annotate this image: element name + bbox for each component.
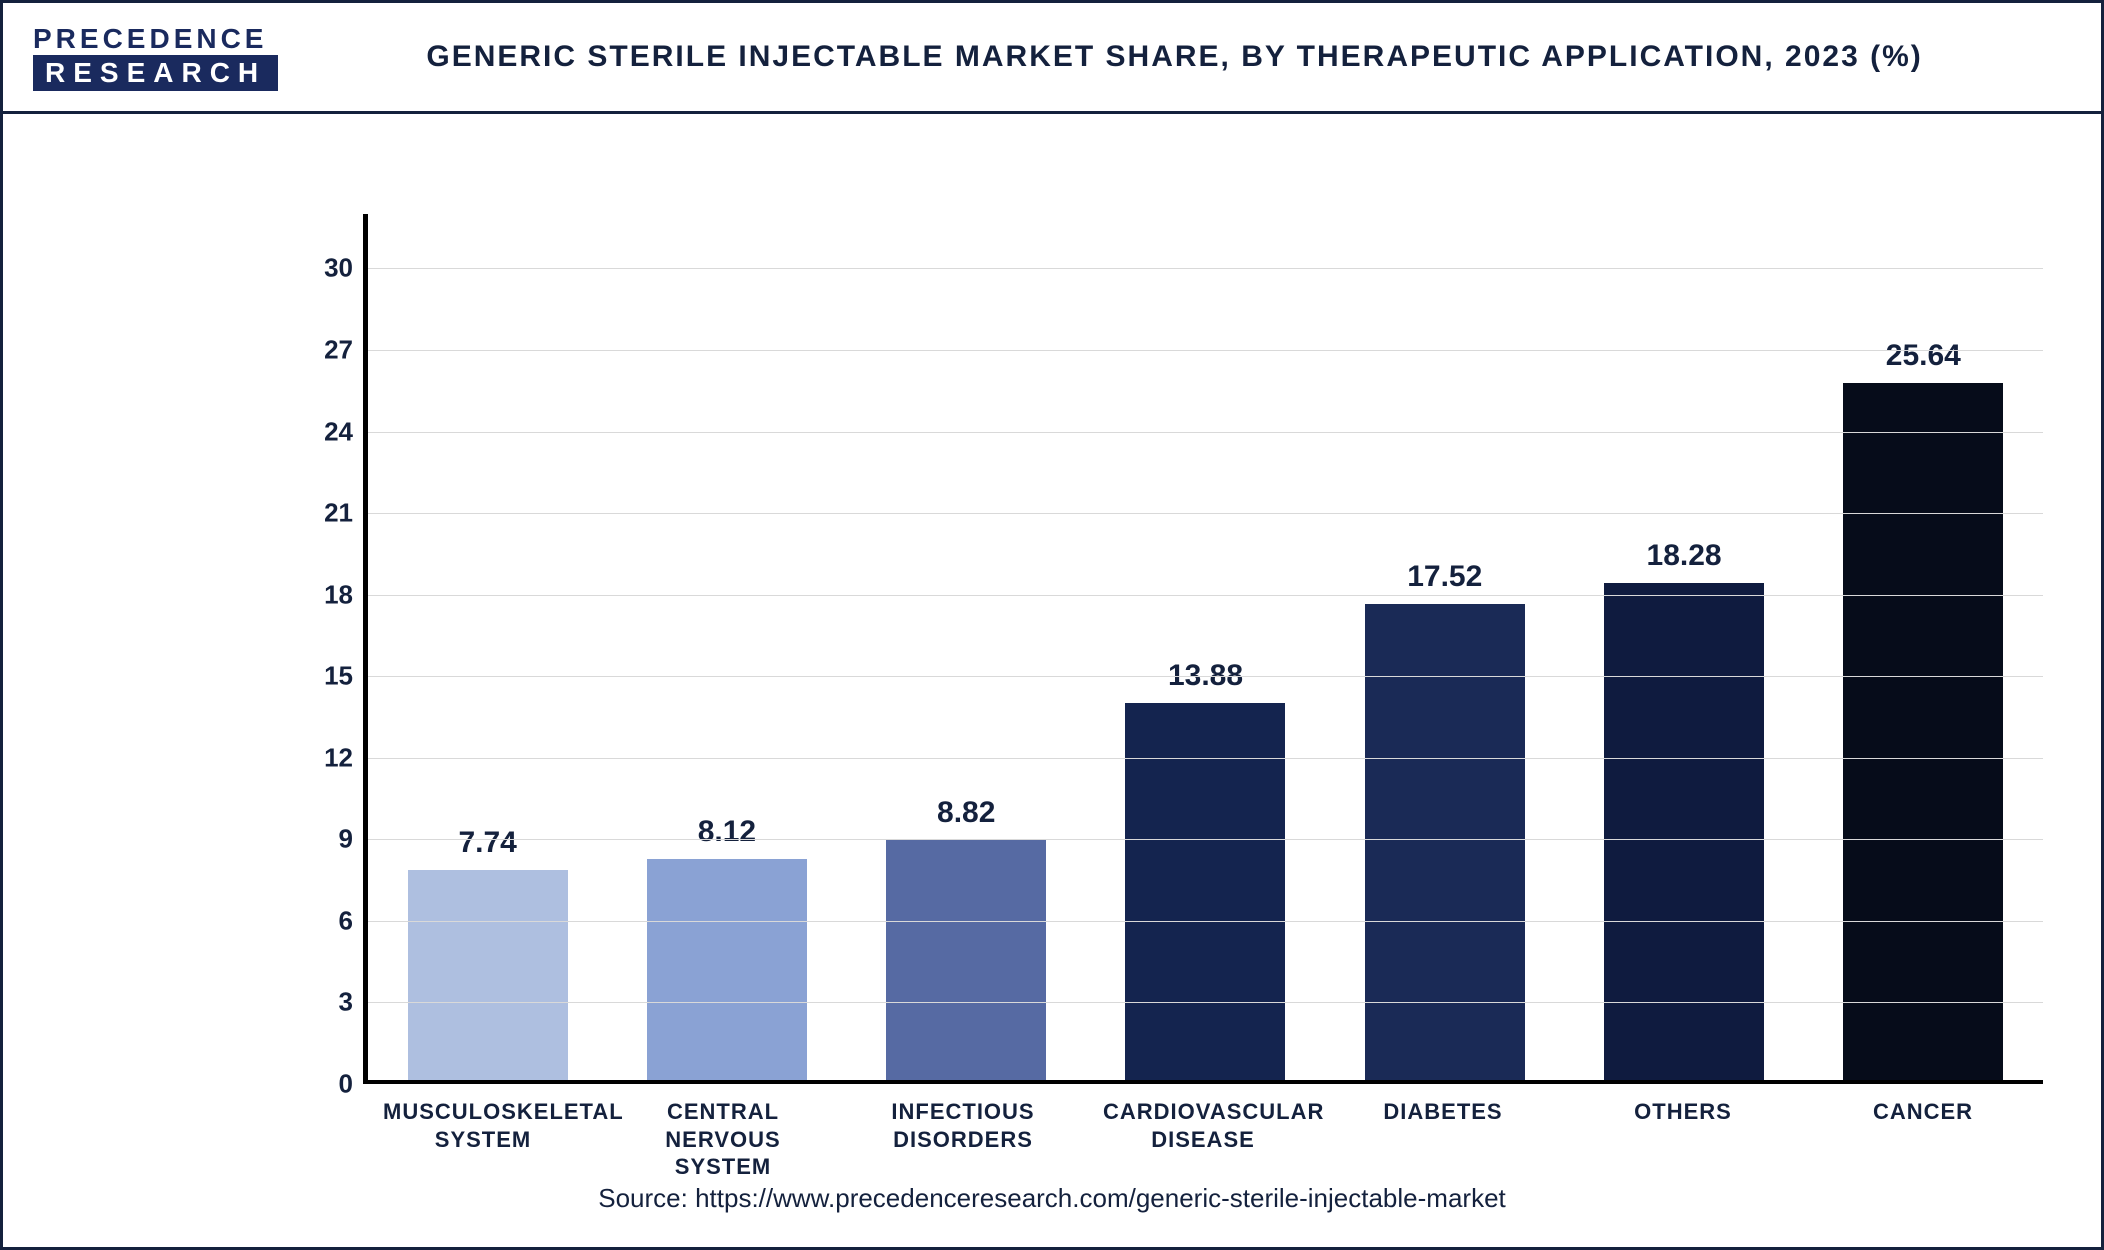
bar — [1843, 383, 2003, 1080]
y-tick-label: 12 — [303, 742, 353, 773]
chart-title: GENERIC STERILE INJECTABLE MARKET SHARE,… — [278, 40, 2071, 74]
bar-slot: 7.74 — [408, 214, 568, 1080]
logo-top-text: PRECEDENCE — [33, 23, 278, 55]
bar-slot: 8.82 — [886, 214, 1046, 1080]
category-label: DIABETES — [1343, 1098, 1543, 1181]
bar-slot: 17.52 — [1365, 214, 1525, 1080]
category-label: MUSCULOSKELETAL SYSTEM — [383, 1098, 583, 1181]
bar-slot: 25.64 — [1843, 214, 2003, 1080]
gridline — [368, 921, 2043, 922]
y-tick-label: 21 — [303, 498, 353, 529]
bar — [886, 840, 1046, 1080]
bar-slot: 13.88 — [1125, 214, 1285, 1080]
bar-value-label: 8.12 — [698, 815, 756, 849]
gridline — [368, 676, 2043, 677]
bar — [1604, 583, 1764, 1080]
bar-value-label: 17.52 — [1407, 560, 1482, 594]
source-text: Source: https://www.precedenceresearch.c… — [3, 1183, 2101, 1214]
gridline — [368, 268, 2043, 269]
category-label: CARDIOVASCULAR DISEASE — [1103, 1098, 1303, 1181]
bar-value-label: 18.28 — [1647, 539, 1722, 573]
category-label: CANCER — [1823, 1098, 2023, 1181]
gridline — [368, 1002, 2043, 1003]
logo-bottom-text: RESEARCH — [33, 55, 278, 91]
gridline — [368, 350, 2043, 351]
y-tick-label: 0 — [303, 1069, 353, 1100]
gridline — [368, 758, 2043, 759]
gridline — [368, 513, 2043, 514]
category-label: CENTRAL NERVOUS SYSTEM — [623, 1098, 823, 1181]
bars-row: 7.74 8.12 8.82 13.88 17.52 18.28 25.64 — [368, 214, 2043, 1080]
gridline — [368, 432, 2043, 433]
y-tick-label: 24 — [303, 416, 353, 447]
bar-value-label: 8.82 — [937, 796, 995, 830]
y-tick-label: 9 — [303, 824, 353, 855]
category-label: INFECTIOUS DISORDERS — [863, 1098, 1063, 1181]
bar-slot: 18.28 — [1604, 214, 1764, 1080]
chart-area: 7.748.128.8213.8817.5218.2825.64 MUSCULO… — [43, 154, 2061, 1154]
bar — [408, 870, 568, 1080]
bar — [1365, 604, 1525, 1080]
gridline — [368, 839, 2043, 840]
chart-container: PRECEDENCE RESEARCH GENERIC STERILE INJE… — [0, 0, 2104, 1250]
bar — [1125, 703, 1285, 1080]
y-tick-label: 3 — [303, 987, 353, 1018]
category-label: OTHERS — [1583, 1098, 1783, 1181]
y-tick-label: 15 — [303, 661, 353, 692]
bar-value-label: 25.64 — [1886, 339, 1961, 373]
bar — [647, 859, 807, 1080]
bar-slot: 8.12 — [647, 214, 807, 1080]
logo: PRECEDENCE RESEARCH — [33, 23, 278, 91]
y-tick-label: 30 — [303, 253, 353, 284]
category-axis: MUSCULOSKELETAL SYSTEM CENTRAL NERVOUS SY… — [363, 1098, 2043, 1181]
y-tick-label: 18 — [303, 579, 353, 610]
y-tick-label: 6 — [303, 905, 353, 936]
gridline — [368, 595, 2043, 596]
bar-value-label: 7.74 — [458, 826, 516, 860]
plot-area: 7.74 8.12 8.82 13.88 17.52 18.28 25.64 — [363, 214, 2043, 1084]
header: PRECEDENCE RESEARCH GENERIC STERILE INJE… — [3, 3, 2101, 114]
y-tick-label: 27 — [303, 334, 353, 365]
